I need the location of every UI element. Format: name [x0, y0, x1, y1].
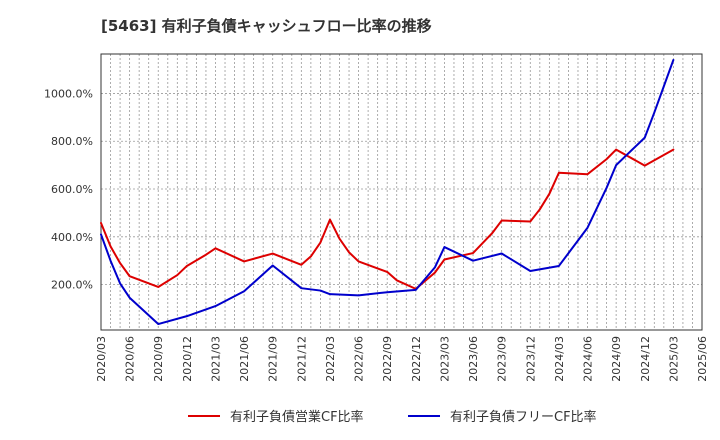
x-tick-label: 2021/12 — [295, 336, 308, 382]
x-tick-label: 2024/12 — [639, 336, 652, 382]
y-tick-label: 1000.0% — [44, 87, 93, 100]
x-tick-label: 2021/09 — [267, 336, 280, 382]
x-tick-label: 2020/03 — [95, 336, 108, 382]
series-line-2 — [100, 58, 675, 326]
legend-label-1: 有利子負債営業CF比率 — [230, 409, 364, 425]
x-tick-label: 2022/03 — [324, 336, 337, 382]
series-layer — [100, 58, 675, 326]
legend: 有利子負債営業CF比率 有利子負債フリーCF比率 — [188, 409, 597, 425]
x-axis: 2020/03 2020/06 2020/09 2020/12 2021/03 2021/… — [95, 336, 709, 382]
x-tick-label: 2024/09 — [610, 336, 623, 382]
x-tick-label: 2022/09 — [381, 336, 394, 382]
y-tick-label: 400.0% — [51, 231, 93, 244]
x-tick-label: 2025/03 — [667, 336, 680, 382]
x-tick-label: 2023/03 — [438, 336, 451, 382]
x-tick-label: 2021/06 — [238, 336, 251, 382]
y-tick-label: 800.0% — [51, 135, 93, 148]
x-tick-label: 2020/06 — [124, 336, 137, 382]
x-tick-label: 2020/12 — [181, 336, 194, 382]
y-tick-label: 200.0% — [51, 279, 93, 292]
x-tick-label: 2024/06 — [582, 336, 595, 382]
x-tick-label: 2023/06 — [467, 336, 480, 382]
plot-frame — [100, 53, 703, 331]
x-tick-label: 2023/09 — [496, 336, 509, 382]
y-tick-label: 600.0% — [51, 183, 93, 196]
x-tick-label: 2024/03 — [553, 336, 566, 382]
series-line-1 — [100, 148, 675, 290]
grid — [100, 54, 703, 330]
x-tick-label: 2025/06 — [696, 336, 709, 382]
x-tick-label: 2022/06 — [353, 336, 366, 382]
x-tick-label: 2020/09 — [152, 336, 165, 382]
y-axis: 200.0% 400.0% 600.0% 800.0% 1000.0% — [44, 87, 93, 291]
x-tick-label: 2023/12 — [524, 336, 537, 382]
x-tick-label: 2022/12 — [410, 336, 423, 382]
chart-title: [5463] 有利子負債キャッシュフロー比率の推移 — [101, 17, 432, 35]
legend-label-2: 有利子負債フリーCF比率 — [450, 409, 597, 425]
x-tick-label: 2021/03 — [209, 336, 222, 382]
